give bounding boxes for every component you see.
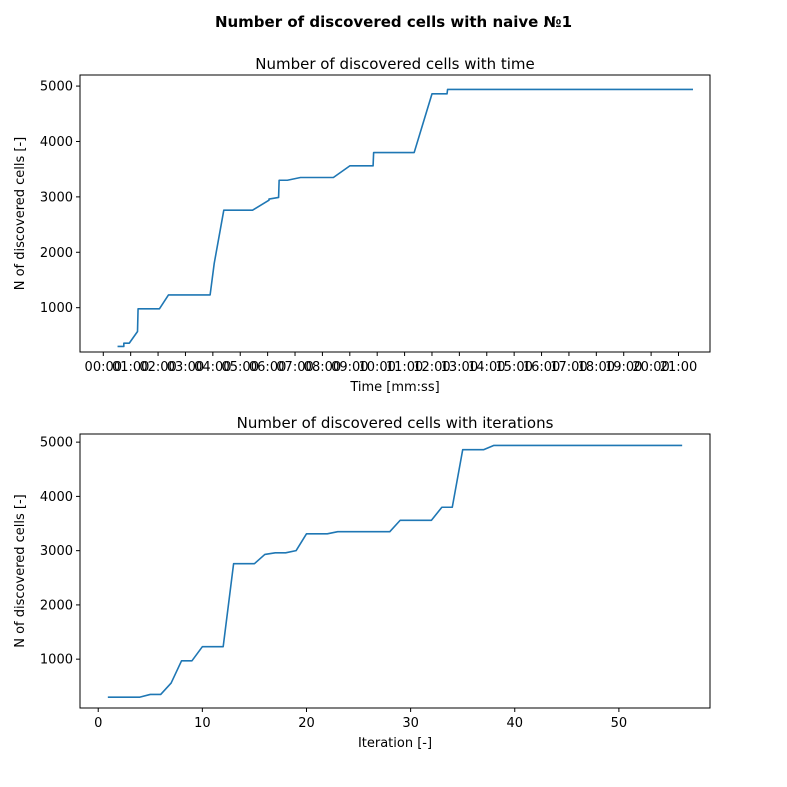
iteration-x-tick-label: 20 — [298, 716, 315, 731]
time-y-tick-label: 4000 — [40, 135, 73, 150]
iteration-y-axis-label: N of discovered cells [-] — [13, 494, 28, 648]
time-y-axis-label: N of discovered cells [-] — [13, 137, 28, 291]
time-x-tick-label: 07:00 — [276, 360, 313, 375]
iteration-y-tick-label: 2000 — [40, 598, 73, 613]
iteration-y-tick-label: 3000 — [40, 544, 73, 559]
time-x-tick-label: 08:00 — [304, 360, 341, 375]
time-x-tick-label: 00:00 — [85, 360, 122, 375]
time-x-tick-label: 12:00 — [413, 360, 450, 375]
time-x-tick-label: 20:00 — [632, 360, 669, 375]
time-y-tick-label: 2000 — [40, 246, 73, 261]
time-x-tick-label: 11:00 — [386, 360, 423, 375]
iteration-series-line — [107, 444, 683, 698]
time-x-tick-label: 09:00 — [331, 360, 368, 375]
time-x-tick-label: 03:00 — [167, 360, 204, 375]
time-x-tick-label: 21:00 — [660, 360, 697, 375]
time-x-tick-label: 16:00 — [523, 360, 560, 375]
time-x-tick-label: 19:00 — [605, 360, 642, 375]
time-y-tick-label: 5000 — [40, 80, 73, 95]
time-x-tick-label: 04:00 — [194, 360, 231, 375]
iteration-chart-panel: Number of discovered cells with iteratio… — [13, 414, 711, 751]
iteration-y-tick-label: 1000 — [40, 653, 73, 668]
time-series-line — [117, 88, 694, 348]
time-axes-frame — [79, 74, 711, 353]
iteration-y-tick-label: 4000 — [40, 490, 73, 505]
iteration-x-axis-label: Iteration [-] — [358, 736, 432, 751]
iteration-x-tick-label: 30 — [402, 716, 419, 731]
time-y-tick-label: 1000 — [40, 301, 73, 316]
iteration-x-tick-label: 40 — [506, 716, 523, 731]
time-x-tick-label: 10:00 — [358, 360, 395, 375]
time-y-tick-label: 3000 — [40, 190, 73, 205]
figure-suptitle: Number of discovered cells with naive №1 — [215, 13, 572, 31]
time-x-tick-label: 06:00 — [249, 360, 286, 375]
time-x-tick-label: 05:00 — [222, 360, 259, 375]
time-chart-title: Number of discovered cells with time — [255, 55, 535, 73]
time-x-tick-label: 13:00 — [441, 360, 478, 375]
iteration-x-tick-label: 0 — [94, 716, 102, 731]
iteration-axes-frame — [79, 433, 711, 709]
time-x-tick-label: 01:00 — [112, 360, 149, 375]
time-x-tick-label: 18:00 — [578, 360, 615, 375]
iteration-x-tick-label: 50 — [611, 716, 628, 731]
time-x-tick-label: 02:00 — [139, 360, 176, 375]
iteration-x-tick-label: 10 — [194, 716, 211, 731]
time-x-tick-label: 15:00 — [495, 360, 532, 375]
time-x-axis-label: Time [mm:ss] — [349, 380, 439, 395]
time-x-tick-label: 14:00 — [468, 360, 505, 375]
time-chart-panel: Number of discovered cells with time 00:0… — [13, 55, 711, 395]
iteration-y-tick-label: 5000 — [40, 436, 73, 451]
time-x-tick-label: 17:00 — [550, 360, 587, 375]
iteration-chart-title: Number of discovered cells with iteratio… — [237, 414, 554, 432]
